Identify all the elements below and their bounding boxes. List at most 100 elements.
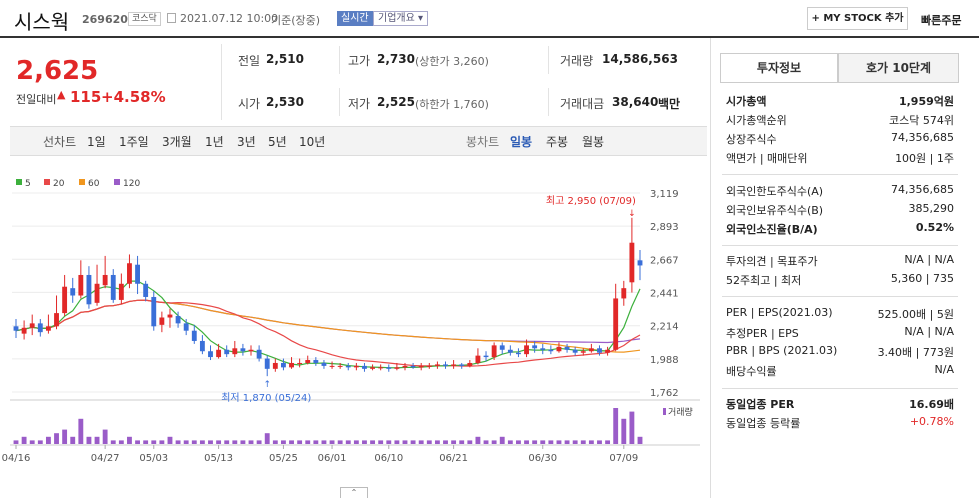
candle-body <box>305 360 311 363</box>
tab-invest-info[interactable]: 투자정보 <box>720 53 838 83</box>
tab-period-1d[interactable]: 1일 <box>87 135 106 149</box>
volume-legend-label: 거래량 <box>668 406 693 418</box>
volume-bar <box>443 440 448 444</box>
candle-body <box>199 340 205 352</box>
prev-close-value: 2,510 <box>266 52 304 66</box>
candle-body <box>475 355 481 363</box>
candle-body <box>621 288 627 299</box>
high-value: 2,730 <box>377 52 415 66</box>
moving-average-lines <box>15 280 641 369</box>
volume-bar <box>159 440 165 444</box>
quote-divider <box>339 88 340 116</box>
volume-bar <box>588 440 594 444</box>
candle-body <box>135 264 140 284</box>
tab-period-3m[interactable]: 3개월 <box>162 135 192 149</box>
candle-body <box>143 283 149 297</box>
info-row: 시가총액 1,959억원 <box>726 93 954 111</box>
lower-limit: (하한가 1,760) <box>415 98 489 111</box>
volume-bar <box>353 440 359 444</box>
tab-period-3y[interactable]: 3년 <box>237 135 256 149</box>
info-value: 16.69배 <box>909 398 954 411</box>
volume-bar <box>394 440 400 444</box>
mystock-add-button[interactable]: + MY STOCK 추가 <box>807 7 908 30</box>
volume-bar <box>426 440 432 444</box>
volume-bar <box>613 408 619 444</box>
tab-period-1w[interactable]: 1주일 <box>119 135 149 149</box>
candle-body <box>362 365 367 369</box>
up-arrow-icon: ↑ <box>263 380 271 390</box>
tab-quote-10[interactable]: 호가 10단계 <box>838 53 959 83</box>
y-tick-label: 2,667 <box>650 255 679 266</box>
tab-period-10y[interactable]: 10년 <box>299 135 326 149</box>
high-note: 최고 2,950 (07/09) <box>546 195 636 207</box>
candle-body <box>280 362 286 368</box>
candle-body <box>256 349 262 359</box>
volume-bar <box>459 440 465 444</box>
x-tick-label: 04/16 <box>2 453 31 464</box>
volume-bar <box>491 440 497 444</box>
volume-bar <box>629 411 635 444</box>
info-row: 외국인보유주식수(B) 385,290 <box>726 202 954 220</box>
volume-bar <box>127 436 132 444</box>
quick-order-link[interactable]: 빠른주문 <box>921 14 962 27</box>
tab-candle-monthly[interactable]: 월봉 <box>582 135 605 149</box>
y-tick-label: 2,214 <box>650 322 679 333</box>
volume-bar <box>605 440 611 444</box>
volume-bar <box>621 418 627 444</box>
candle-body <box>216 349 222 358</box>
panel-divider <box>722 388 958 389</box>
realtime-button[interactable]: 실시간 <box>337 11 373 26</box>
legend-label: 120 <box>123 179 140 189</box>
volume-bar <box>297 440 303 444</box>
stock-chart[interactable]: 5 20 60 120 3,119 2,893 2,667 2,441 2,214 1,988 1… <box>0 170 708 498</box>
tab-period-5y[interactable]: 5년 <box>268 135 287 149</box>
volume-bar <box>54 433 59 444</box>
volume-bar <box>175 440 181 444</box>
candle-body <box>491 345 497 358</box>
volume-legend-swatch <box>663 408 666 415</box>
quote-divider <box>221 44 222 120</box>
info-key: 액면가 | 매매단위 <box>726 152 808 165</box>
header-divider <box>0 36 979 38</box>
high-label: 고가 <box>348 54 371 68</box>
company-overview-button[interactable]: 기업개요 ▾ <box>373 11 429 26</box>
candle-body <box>370 367 376 369</box>
info-value: 코스닥 574위 <box>889 114 954 127</box>
chart-collapse-button[interactable]: ⌃ <box>340 487 368 498</box>
volume-bar <box>451 440 457 444</box>
candle-body <box>151 296 157 327</box>
x-tick-label: 05/25 <box>269 453 298 464</box>
tab-underline <box>720 82 959 83</box>
current-price: 2,625 <box>16 56 99 86</box>
tab-period-1y[interactable]: 1년 <box>205 135 224 149</box>
volume-bar <box>199 440 205 444</box>
info-key: PER | EPS(2021.03) <box>726 306 833 319</box>
y-tick-label: 2,893 <box>650 222 679 233</box>
info-row: 액면가 | 매매단위 100원 | 1주 <box>726 150 954 168</box>
right-panel <box>710 38 979 498</box>
tab-candle-weekly[interactable]: 주봉 <box>546 135 569 149</box>
tab-candle-daily[interactable]: 일봉 <box>510 135 533 149</box>
volume-bar <box>524 440 529 444</box>
candle-body <box>175 316 181 324</box>
volume-value: 14,586,563 <box>602 52 678 66</box>
candle-body <box>78 274 84 296</box>
info-value: 3.40배 | 773원 <box>877 346 954 359</box>
candle-body <box>62 286 68 314</box>
market-badge: 코스닥 <box>128 12 161 26</box>
ma-line <box>15 299 641 367</box>
quote-divider <box>339 46 340 74</box>
volume-bar <box>362 440 367 444</box>
x-tick-label: 05/13 <box>204 453 233 464</box>
volume-bar <box>118 440 124 444</box>
panel-divider <box>722 174 958 175</box>
x-tick-label: 06/30 <box>528 453 557 464</box>
info-key: PBR | BPS (2021.03) <box>726 344 838 357</box>
calendar-icon <box>167 13 176 23</box>
candle-body <box>224 349 230 355</box>
candle-body <box>548 349 554 352</box>
info-row: 상장주식수 74,356,685 <box>726 131 954 149</box>
change-label: 전일대비 <box>16 93 57 106</box>
volume-bar <box>475 436 481 444</box>
info-value: 1,959억원 <box>898 95 954 108</box>
